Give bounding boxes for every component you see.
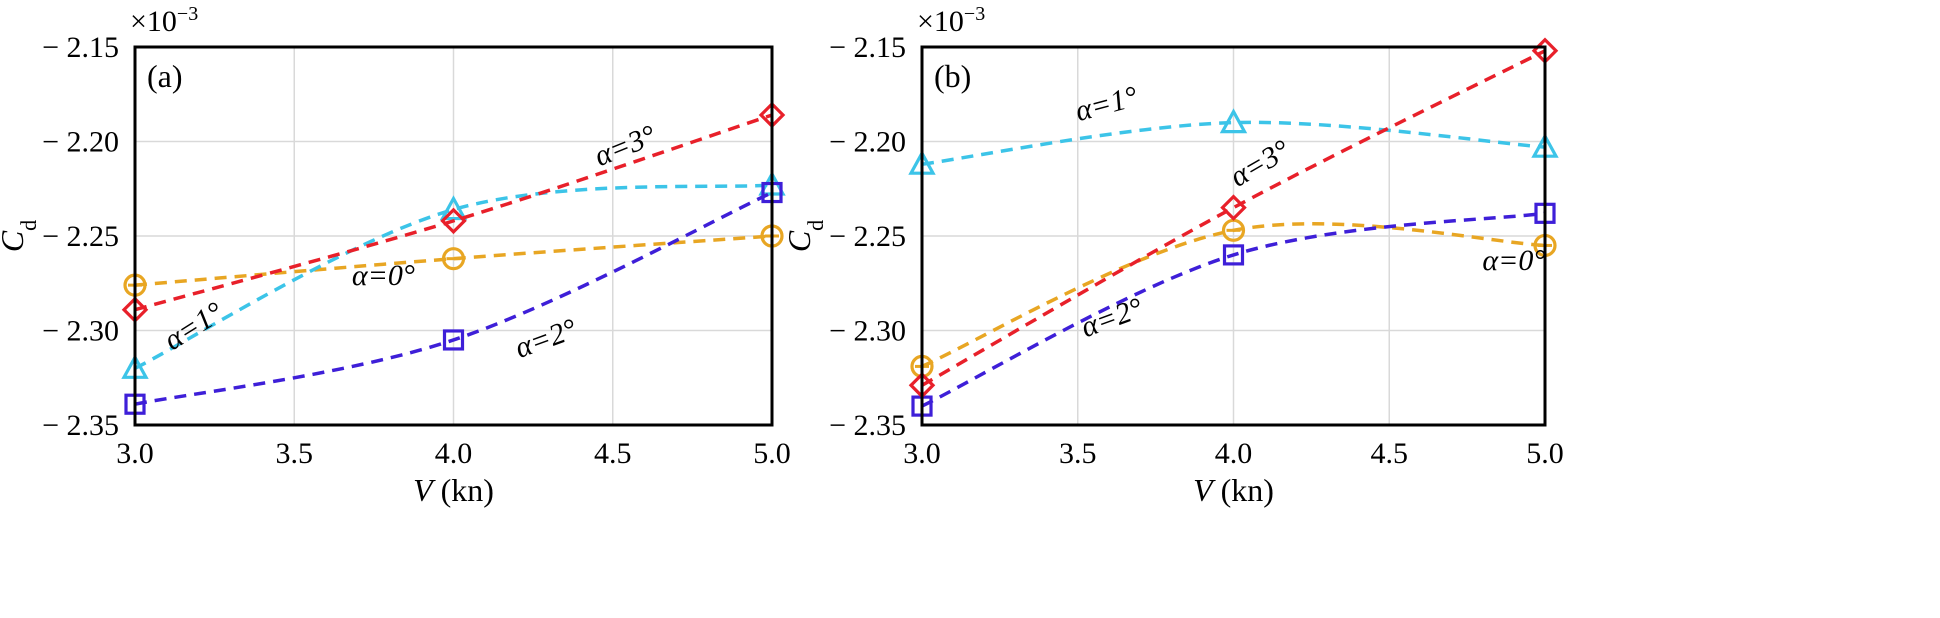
y-tick-label: − 2.15 <box>829 31 906 64</box>
y-tick-label: − 2.30 <box>42 315 119 348</box>
series-annotation: α=1° <box>158 296 229 357</box>
y-axis-label: Cd <box>0 220 41 252</box>
series-line <box>921 211 1546 408</box>
panel-label: (a) <box>147 58 183 94</box>
series-line <box>134 113 773 312</box>
x-axis-label: V (kn) <box>1193 472 1274 508</box>
data-point-marker <box>442 329 465 351</box>
y-tick-label: − 2.20 <box>42 126 119 159</box>
chart-panel-a: 3.0 3.5 4.0 4.5 5.0 − 2.15 − 2.20 − 2.25 − 2.30 −… <box>0 3 791 508</box>
x-tick-label: 4.0 <box>435 437 473 470</box>
x-tick-label: 5.0 <box>1526 437 1564 470</box>
data-point-marker <box>1222 244 1245 266</box>
plot-frame <box>133 45 774 427</box>
data-point-marker <box>440 207 467 235</box>
series-annotation: α=0° <box>352 259 415 292</box>
data-point-marker <box>1220 194 1247 221</box>
x-tick-label: 3.5 <box>1059 437 1097 470</box>
chart-panel-b: 3.0 3.5 4.0 4.5 5.0 − 2.15 − 2.20 − 2.25 − 2.30 −… <box>781 3 1564 508</box>
series-annotation: α=0° <box>1482 244 1545 277</box>
x-tick-label: 5.0 <box>753 437 791 470</box>
x-tick-label: 3.5 <box>276 437 314 470</box>
series-annotation: α=1° <box>1072 80 1141 128</box>
series-line <box>134 183 773 370</box>
x-tick-label: 3.0 <box>903 437 941 470</box>
y-tick-label: − 2.30 <box>829 315 906 348</box>
series-annotation: α=2° <box>511 312 581 365</box>
data-point-marker <box>1219 108 1248 134</box>
series-line <box>134 234 773 287</box>
plot-frame <box>920 45 1547 427</box>
x-axis-label: V (kn) <box>413 472 494 508</box>
y-tick-label: − 2.25 <box>829 220 906 253</box>
series-line <box>134 190 773 406</box>
y-multiplier: ×10−3 <box>130 3 198 38</box>
x-tick-label: 4.0 <box>1215 437 1253 470</box>
x-tick-label: 4.5 <box>1371 437 1409 470</box>
data-point-marker <box>439 195 468 221</box>
y-tick-label: − 2.15 <box>42 31 119 64</box>
x-tick-label: 3.0 <box>116 437 154 470</box>
series-annotation: α=2° <box>1077 292 1147 345</box>
x-tick-label: 4.5 <box>594 437 632 470</box>
y-multiplier: ×10−3 <box>917 3 985 38</box>
series-annotation: α=3° <box>1224 133 1295 193</box>
y-axis-label: Cd <box>781 220 828 252</box>
panel-label: (b) <box>934 58 971 94</box>
series-line <box>921 120 1546 166</box>
data-point-marker <box>441 247 466 271</box>
series-line <box>921 49 1546 387</box>
y-tick-label: − 2.25 <box>42 220 119 253</box>
y-tick-label: − 2.35 <box>42 409 119 442</box>
y-tick-label: − 2.35 <box>829 409 906 442</box>
y-tick-label: − 2.20 <box>829 126 906 159</box>
